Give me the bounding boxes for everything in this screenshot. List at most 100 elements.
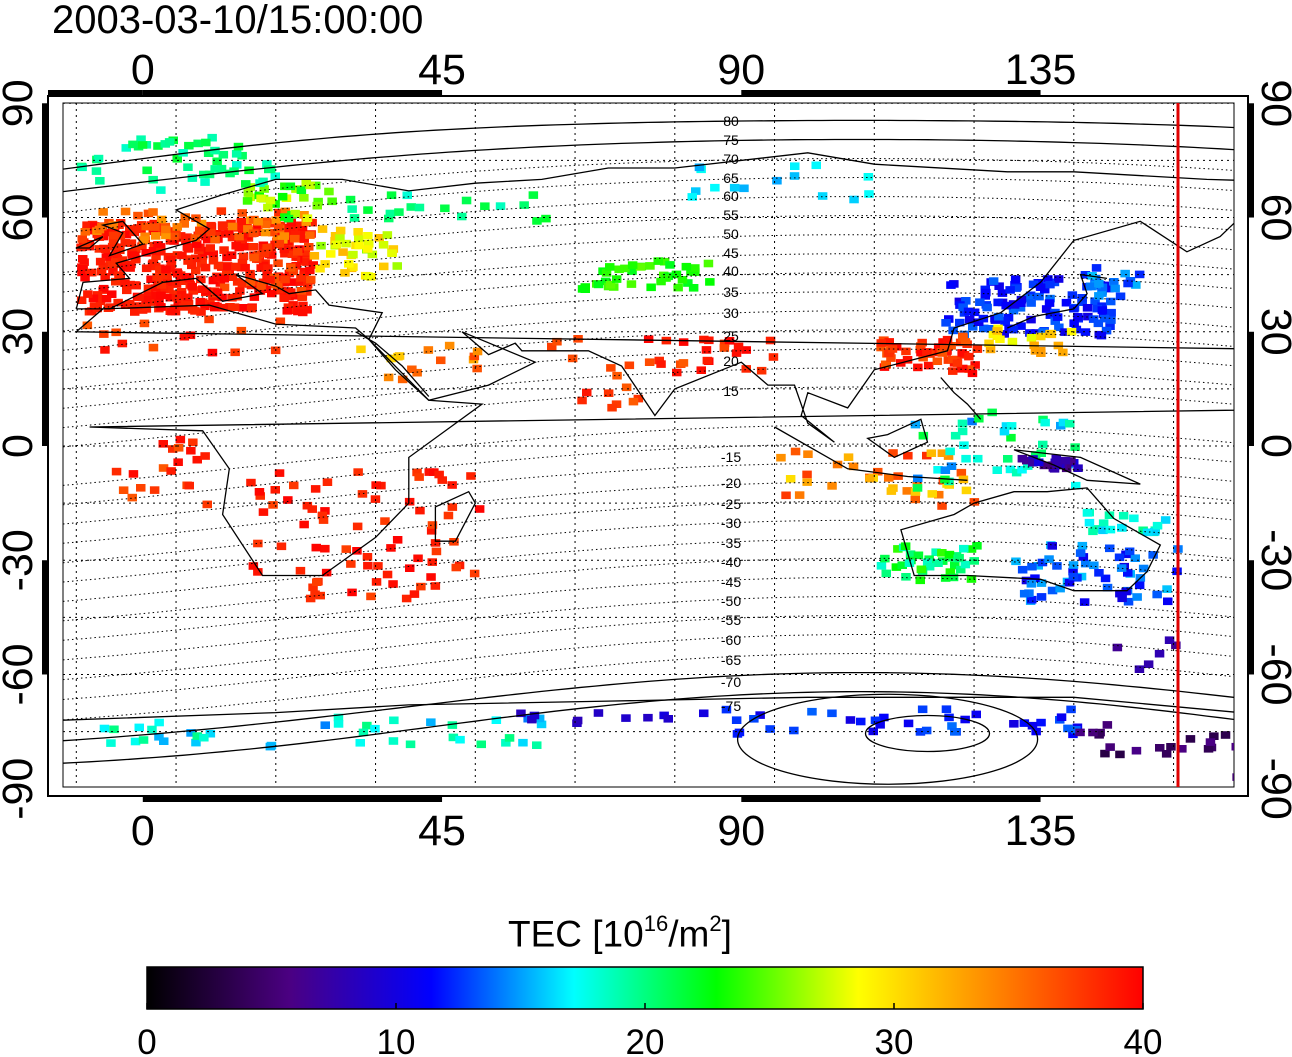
tec-cell bbox=[161, 231, 171, 240]
tec-cell bbox=[627, 267, 637, 275]
tec-cell bbox=[166, 255, 176, 264]
tec-cell bbox=[154, 298, 164, 306]
tec-cell bbox=[937, 502, 947, 510]
tec-cell bbox=[320, 260, 330, 268]
tec-cell bbox=[1073, 464, 1083, 472]
tec-cell bbox=[656, 277, 666, 286]
tec-cell bbox=[1106, 297, 1116, 306]
tec-cell bbox=[243, 189, 254, 197]
tec-cell bbox=[968, 323, 978, 331]
tec-cell bbox=[131, 281, 141, 290]
mag-lat-label: 60 bbox=[723, 188, 739, 204]
tec-cell bbox=[1023, 462, 1033, 470]
tec-cell bbox=[1093, 319, 1104, 328]
tec-cell bbox=[710, 183, 720, 192]
tec-cell bbox=[765, 725, 775, 733]
mag-lat-label: -60 bbox=[721, 632, 741, 648]
tec-cell bbox=[1261, 608, 1271, 616]
tec-cell bbox=[173, 444, 184, 452]
tec-cell bbox=[285, 182, 296, 191]
tec-cell bbox=[986, 325, 996, 333]
tec-cell bbox=[1036, 579, 1047, 587]
tec-cell bbox=[310, 590, 320, 598]
tec-cell bbox=[663, 715, 673, 723]
tec-cell bbox=[193, 139, 203, 148]
tec-cell bbox=[1121, 587, 1131, 596]
tec-cell bbox=[451, 563, 461, 572]
tec-cell bbox=[956, 565, 966, 574]
tec-cell bbox=[200, 178, 210, 186]
tec-cell bbox=[1275, 592, 1285, 600]
tec-cell bbox=[356, 345, 366, 354]
tec-cell bbox=[401, 594, 412, 603]
tec-cell bbox=[461, 196, 472, 205]
tec-cell bbox=[612, 371, 622, 380]
tec-cell bbox=[937, 449, 948, 457]
tec-cell bbox=[969, 498, 980, 506]
tec-cell bbox=[166, 467, 176, 475]
tec-cell bbox=[137, 302, 148, 311]
tec-cell bbox=[1058, 348, 1068, 357]
tec-cell bbox=[427, 521, 438, 529]
tec-cell bbox=[1034, 292, 1044, 301]
tec-cell bbox=[1110, 284, 1120, 293]
tec-cell bbox=[457, 212, 467, 221]
tec-cell bbox=[179, 332, 190, 341]
tec-cell bbox=[187, 174, 198, 182]
tec-cell bbox=[293, 307, 303, 316]
tec-cell bbox=[1155, 744, 1165, 752]
tec-cell bbox=[290, 234, 300, 243]
tec-cell bbox=[1066, 457, 1076, 465]
tec-cell bbox=[122, 286, 132, 295]
tec-cell bbox=[1050, 317, 1060, 325]
colorbar bbox=[146, 966, 1144, 1010]
tec-cell bbox=[207, 348, 218, 357]
tec-cell bbox=[705, 278, 715, 286]
tec-cell bbox=[884, 338, 894, 346]
tec-cell bbox=[739, 184, 749, 193]
tec-cell bbox=[406, 203, 416, 211]
tec-cell bbox=[628, 397, 639, 406]
tec-cell bbox=[312, 578, 322, 586]
tec-cell bbox=[156, 291, 166, 300]
tec-cell bbox=[1027, 562, 1037, 571]
tec-cell bbox=[620, 264, 630, 273]
tec-cell bbox=[150, 232, 161, 240]
lon-tick-bottom: 90 bbox=[717, 807, 765, 855]
tec-cell bbox=[200, 452, 210, 460]
tec-cell bbox=[1094, 279, 1104, 288]
tec-cell bbox=[324, 187, 334, 196]
tec-cell bbox=[213, 261, 224, 270]
tec-cell bbox=[158, 464, 169, 472]
tec-cell bbox=[242, 197, 253, 205]
tec-cell bbox=[880, 360, 891, 369]
tec-cell bbox=[532, 741, 542, 749]
tec-cell bbox=[1257, 591, 1267, 599]
tec-cell bbox=[1256, 722, 1266, 730]
tec-cell bbox=[443, 511, 454, 520]
tec-cell bbox=[534, 714, 545, 723]
tec-cell bbox=[99, 724, 110, 733]
tec-cell bbox=[427, 558, 437, 566]
tec-cell bbox=[1064, 578, 1075, 587]
tec-cell bbox=[582, 388, 592, 397]
mag-lat-label: 15 bbox=[723, 383, 739, 399]
tec-cell bbox=[191, 738, 201, 747]
tec-cell bbox=[354, 241, 364, 250]
tec-cell bbox=[388, 245, 399, 253]
tec-cell bbox=[1010, 275, 1021, 283]
tec-cell bbox=[238, 252, 249, 261]
tec-cell bbox=[802, 478, 812, 486]
tec-cell bbox=[1280, 750, 1290, 758]
tec-cell bbox=[1028, 458, 1038, 467]
tec-cell bbox=[220, 230, 231, 238]
tec-cell bbox=[1232, 773, 1234, 781]
map-title: 2003-03-10/15:00:00 bbox=[52, 0, 424, 42]
tec-cell bbox=[259, 185, 269, 193]
tec-cell bbox=[279, 245, 290, 254]
tec-cell bbox=[286, 218, 296, 227]
tec-cell bbox=[200, 263, 211, 272]
tec-cell bbox=[219, 283, 230, 292]
mag-lat-label: -65 bbox=[721, 652, 741, 668]
tec-cell bbox=[100, 273, 110, 281]
